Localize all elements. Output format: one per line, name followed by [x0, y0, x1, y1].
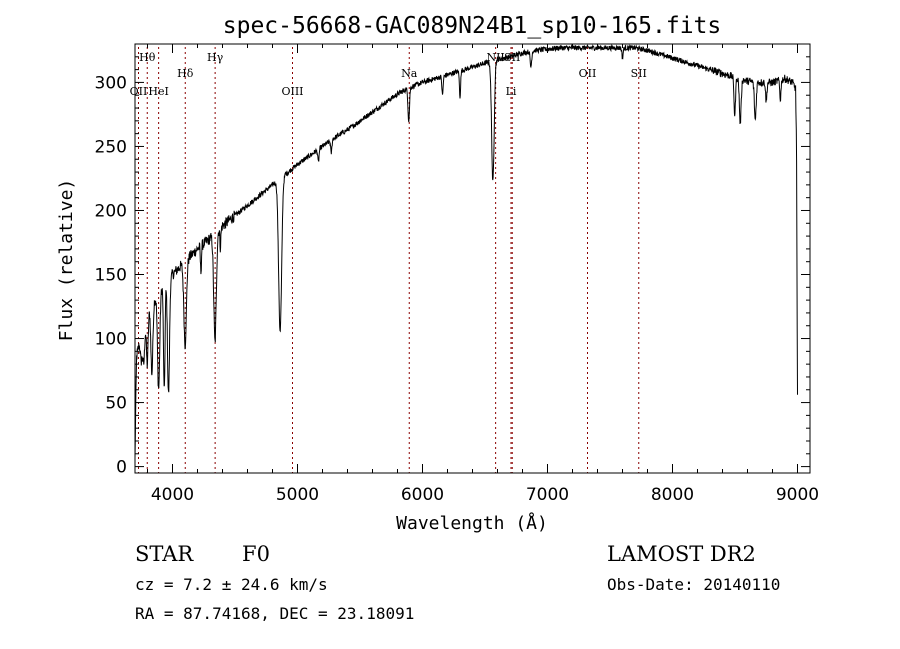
x-tick-label: 4000 — [151, 485, 194, 505]
plot-frame — [134, 43, 811, 474]
line-marker-label: NII — [486, 51, 504, 64]
object-class: STAR — [135, 542, 194, 566]
y-tick-label: 300 — [95, 73, 127, 93]
line-marker-label: SII — [631, 67, 647, 80]
sky-coordinates: RA = 87.74168, DEC = 23.18091 — [135, 604, 414, 623]
line-marker-label: Li — [506, 85, 517, 98]
chart-title: spec-56668-GAC089N24B1_sp10-165.fits — [223, 13, 722, 39]
y-tick-label: 0 — [116, 458, 127, 478]
line-marker-label: Hδ — [177, 67, 194, 80]
line-marker-label: OIII — [281, 85, 303, 98]
y-tick-label: 200 — [95, 201, 127, 221]
line-marker-label: OII — [130, 85, 148, 98]
redshift-velocity: cz = 7.2 ± 24.6 km/s — [135, 575, 328, 594]
x-tick-label: 5000 — [276, 485, 319, 505]
spectrum-line — [134, 43, 798, 459]
spectral-subclass: F0 — [242, 542, 270, 566]
x-tick-label: 9000 — [776, 485, 819, 505]
y-tick-label: 150 — [95, 266, 127, 286]
line-marker-label: Hθ — [139, 51, 156, 64]
line-marker-label: Na — [401, 67, 418, 80]
axis-ticks: 4000 5000 6000 7000 8000 9000 0 50 100 150 200 250 3… — [95, 44, 819, 505]
x-axis-label: Wavelength (Å) — [396, 512, 548, 534]
x-tick-label: 7000 — [526, 485, 569, 505]
y-tick-label: 50 — [105, 394, 127, 414]
survey-name: LAMOST DR2 — [607, 542, 756, 566]
x-tick-label: 8000 — [651, 485, 694, 505]
line-marker-label: Hγ — [207, 51, 224, 64]
x-tick-label: 6000 — [401, 485, 444, 505]
y-tick-label: 250 — [95, 137, 127, 157]
y-axis-label: Flux (relative) — [56, 179, 77, 342]
line-marker-label: HeI — [148, 85, 168, 98]
observation-date: Obs-Date: 20140110 — [607, 575, 780, 594]
y-tick-label: 100 — [95, 330, 127, 350]
line-marker-label: OII — [579, 67, 597, 80]
